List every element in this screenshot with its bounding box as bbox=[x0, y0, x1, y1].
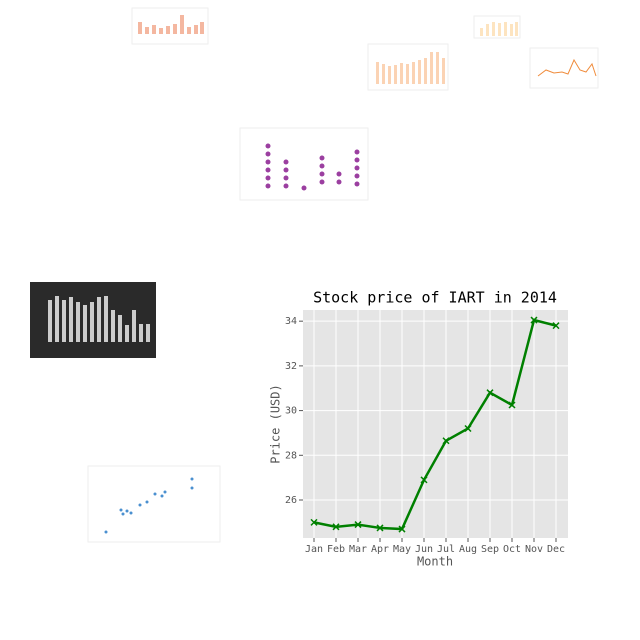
marker bbox=[442, 437, 450, 445]
thumbnail bbox=[30, 282, 156, 358]
y-tick-label: 28 bbox=[285, 450, 297, 461]
chart-title: Stock price of IART in 2014 bbox=[313, 289, 557, 307]
thumbnail bbox=[131, 7, 209, 45]
marker bbox=[398, 525, 406, 533]
marker bbox=[310, 518, 318, 526]
line bbox=[313, 318, 557, 531]
x-tick-label: Aug bbox=[459, 544, 477, 555]
y-tick-label: 30 bbox=[285, 406, 297, 417]
marker bbox=[530, 316, 538, 324]
x-tick-label: Jul bbox=[437, 544, 455, 555]
thumbnail bbox=[529, 47, 599, 89]
y-tick-label: 26 bbox=[285, 495, 297, 506]
marker bbox=[354, 521, 362, 529]
thumbnail bbox=[239, 127, 369, 201]
x-tick-label: Sep bbox=[481, 544, 499, 555]
x-tick-label: May bbox=[393, 544, 411, 555]
marker bbox=[376, 524, 384, 532]
x-tick-label: Feb bbox=[327, 544, 345, 555]
x-tick-label: Dec bbox=[547, 544, 565, 555]
thumbnail bbox=[87, 465, 221, 543]
thumbnail bbox=[473, 15, 521, 39]
y-tick-label: 32 bbox=[285, 361, 297, 372]
marker bbox=[332, 523, 340, 531]
marker bbox=[486, 389, 494, 397]
main-chart: Stock price of IART in 2014 Month Price … bbox=[269, 289, 568, 569]
marker bbox=[420, 476, 428, 484]
x-tick-label: Jun bbox=[415, 544, 433, 555]
marker bbox=[552, 322, 560, 330]
x-tick-label: Mar bbox=[349, 544, 367, 555]
thumbnail bbox=[367, 43, 449, 91]
y-axis-label: Price (USD) bbox=[269, 384, 283, 463]
x-tick-label: Jan bbox=[305, 544, 323, 555]
marker bbox=[508, 401, 516, 409]
x-tick-label: Oct bbox=[503, 544, 521, 555]
x-tick-label: Apr bbox=[371, 544, 389, 555]
marker bbox=[464, 424, 472, 433]
x-axis-label: Month bbox=[417, 555, 453, 569]
y-tick-label: 34 bbox=[285, 316, 297, 327]
x-tick-label: Nov bbox=[525, 544, 543, 555]
